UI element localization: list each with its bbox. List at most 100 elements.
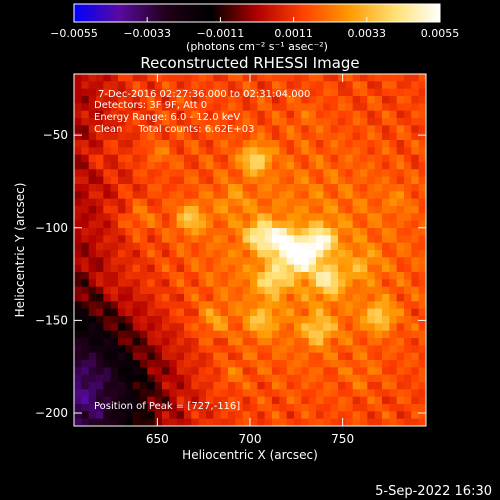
heatmap-cell — [323, 352, 332, 361]
heatmap-cell — [103, 330, 112, 339]
heatmap-cell — [228, 286, 236, 295]
heatmap-cell — [169, 330, 178, 339]
heatmap-cell — [264, 206, 273, 214]
heatmap-cell — [286, 345, 295, 354]
heatmap-cell — [330, 345, 339, 354]
heatmap-cell — [235, 74, 244, 82]
heatmap-cell — [132, 308, 141, 317]
heatmap-cell — [345, 323, 354, 332]
heatmap-cell — [213, 118, 222, 126]
heatmap-cell — [257, 382, 266, 390]
heatmap-cell — [154, 411, 163, 420]
heatmap-cell — [264, 389, 273, 398]
heatmap-cell — [367, 345, 376, 354]
heatmap-cell — [88, 103, 97, 112]
heatmap-cell — [147, 411, 156, 420]
heatmap-cell — [125, 162, 134, 170]
heatmap-cell — [118, 374, 126, 383]
heatmap-cell — [374, 345, 383, 354]
heatmap-cell — [374, 316, 383, 324]
heatmap-cell — [418, 140, 426, 148]
heatmap-cell — [220, 162, 229, 170]
heatmap-cell — [286, 316, 295, 324]
heatmap-cell — [286, 250, 295, 258]
heatmap-cell — [418, 213, 426, 222]
heatmap-cell — [191, 404, 200, 412]
heatmap-cell — [374, 162, 383, 170]
heatmap-cell — [184, 338, 192, 346]
heatmap-cell — [96, 81, 104, 90]
detectors-text: Detectors: 3F 9F, Att 0 — [94, 100, 207, 111]
heatmap-cell — [213, 242, 222, 251]
heatmap-cell — [352, 257, 361, 266]
heatmap-cell — [396, 374, 405, 383]
heatmap-cell — [418, 294, 426, 302]
heatmap-cell — [213, 301, 222, 310]
heatmap-cell — [404, 352, 412, 361]
heatmap-cell — [330, 374, 339, 383]
heatmap-cell — [272, 206, 280, 214]
heatmap-cell — [176, 382, 185, 390]
heatmap-cell — [286, 411, 295, 420]
heatmap-cell — [279, 382, 288, 390]
heatmap-cell — [118, 125, 126, 134]
heatmap-cell — [345, 228, 354, 236]
heatmap-cell — [162, 191, 170, 200]
heatmap-cell — [198, 162, 207, 170]
heatmap-cell — [323, 110, 332, 119]
heatmap-cell — [360, 162, 368, 170]
heatmap-cell — [103, 338, 112, 346]
heatmap-cell — [103, 103, 112, 112]
heatmap-cell — [250, 132, 258, 141]
heatmap-cell — [294, 286, 302, 295]
heatmap-cell — [250, 286, 258, 295]
heatmap-cell — [257, 81, 266, 90]
heatmap-cell — [404, 88, 412, 97]
heatmap-cell — [198, 96, 207, 104]
heatmap-cell — [88, 191, 97, 200]
heatmap-cell — [81, 323, 90, 332]
heatmap-cell — [81, 308, 90, 317]
heatmap-cell — [330, 228, 339, 236]
heatmap-cell — [323, 418, 332, 426]
heatmap-cell — [264, 110, 273, 119]
heatmap-cell — [220, 198, 229, 207]
heatmap-cell — [279, 125, 288, 134]
heatmap-cell — [338, 330, 346, 339]
heatmap-cell — [272, 374, 280, 383]
heatmap-cell — [264, 154, 273, 163]
heatmap-cell — [418, 418, 426, 426]
heatmap-cell — [118, 404, 126, 412]
heatmap-cell — [330, 88, 339, 97]
heatmap-cell — [330, 96, 339, 104]
heatmap-cell — [396, 338, 405, 346]
heatmap-cell — [264, 301, 273, 310]
heatmap-cell — [140, 176, 148, 185]
heatmap-cell — [96, 264, 104, 273]
heatmap-cell — [81, 154, 90, 163]
heatmap-cell — [257, 323, 266, 332]
heatmap-cell — [147, 103, 156, 112]
heatmap-cell — [374, 81, 383, 90]
heatmap-cell — [147, 301, 156, 310]
heatmap-cell — [404, 125, 412, 134]
heatmap-cell — [176, 118, 185, 126]
heatmap-cell — [279, 96, 288, 104]
heatmap-cell — [154, 389, 163, 398]
heatmap-cell — [382, 294, 390, 302]
heatmap-cell — [382, 242, 390, 251]
heatmap-cell — [345, 88, 354, 97]
heatmap-cell — [389, 118, 398, 126]
heatmap-cell — [132, 242, 141, 251]
heatmap-cell — [382, 191, 390, 200]
heatmap-cell — [382, 345, 390, 354]
heatmap-cell — [272, 360, 280, 368]
heatmap-cell — [88, 147, 97, 156]
heatmap-cell — [88, 228, 97, 236]
heatmap-cell — [96, 140, 104, 148]
heatmap-cell — [96, 118, 104, 126]
heatmap-cell — [308, 74, 317, 82]
heatmap-cell — [184, 184, 192, 192]
heatmap-cell — [132, 360, 141, 368]
heatmap-cell — [132, 250, 141, 258]
